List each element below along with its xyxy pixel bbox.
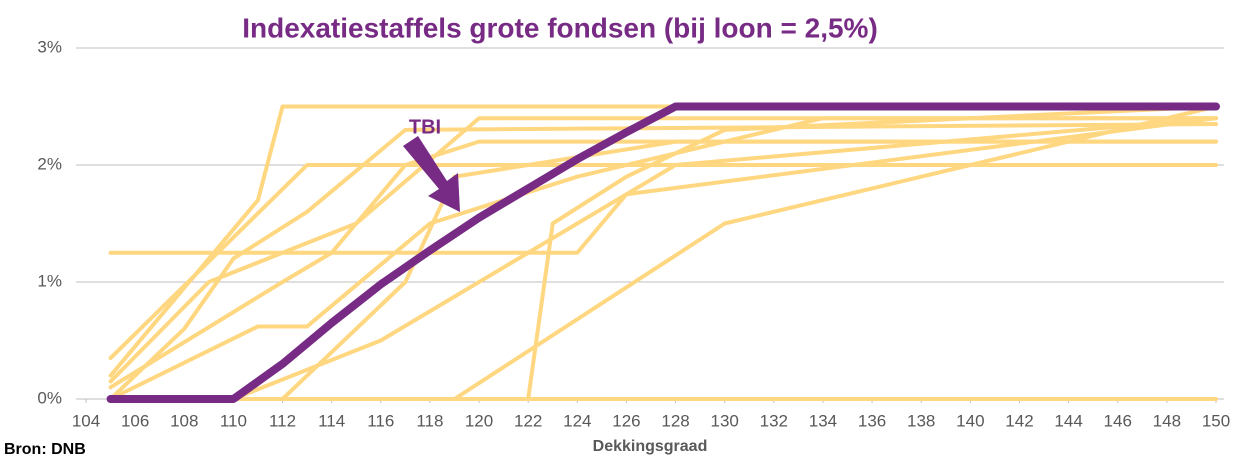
x-tick-label: 110 (220, 411, 247, 430)
x-tick-label: 128 (661, 411, 689, 430)
x-tick-label: 142 (1005, 411, 1033, 430)
x-tick-label: 104 (72, 411, 100, 430)
x-tick-label: 120 (465, 411, 493, 430)
line (108, 122, 1218, 401)
x-tick-label: 106 (121, 411, 149, 430)
line (108, 104, 1218, 401)
y-tick-label: 0% (37, 388, 62, 407)
x-tick-label: 108 (170, 411, 198, 430)
x-tick-label: 150 (1202, 411, 1230, 430)
x-tick-label: 136 (858, 411, 886, 430)
x-tick-label: 144 (1054, 411, 1082, 430)
x-tick-label: 112 (269, 411, 296, 430)
annotation: TBI (409, 116, 441, 138)
arrow (403, 136, 460, 212)
line (108, 163, 1218, 361)
x-axis-label: Dekkingsgraad (593, 438, 708, 455)
y-tick-label: 3% (37, 37, 62, 56)
line (108, 116, 1218, 255)
x-tick-label: 134 (809, 411, 837, 430)
x-tick-label: 148 (1153, 411, 1181, 430)
line (108, 116, 1218, 384)
x-tick-label: 146 (1104, 411, 1132, 430)
x-tick-label: 126 (612, 411, 640, 430)
highlight-line (106, 102, 1220, 403)
x-tick-label: 140 (956, 411, 984, 430)
x-tick-label: 130 (711, 411, 739, 430)
x-tick-label: 138 (907, 411, 935, 430)
x-tick-label: 132 (760, 411, 788, 430)
lines (106, 102, 1220, 403)
y-tick-label: 1% (37, 271, 62, 290)
x-tick-label: 116 (367, 411, 394, 430)
y-tick-label: 2% (37, 154, 62, 173)
x-tick-label: 122 (514, 411, 542, 430)
x-tick-label: 118 (416, 411, 443, 430)
line (108, 116, 1218, 401)
x-tick-label: 114 (318, 411, 345, 430)
x-tick-label: 124 (563, 411, 591, 430)
chart-title: Indexatiestaffels grote fondsen (bij loo… (242, 12, 878, 43)
source: Bron: DNB (4, 441, 86, 458)
line (108, 139, 1218, 401)
